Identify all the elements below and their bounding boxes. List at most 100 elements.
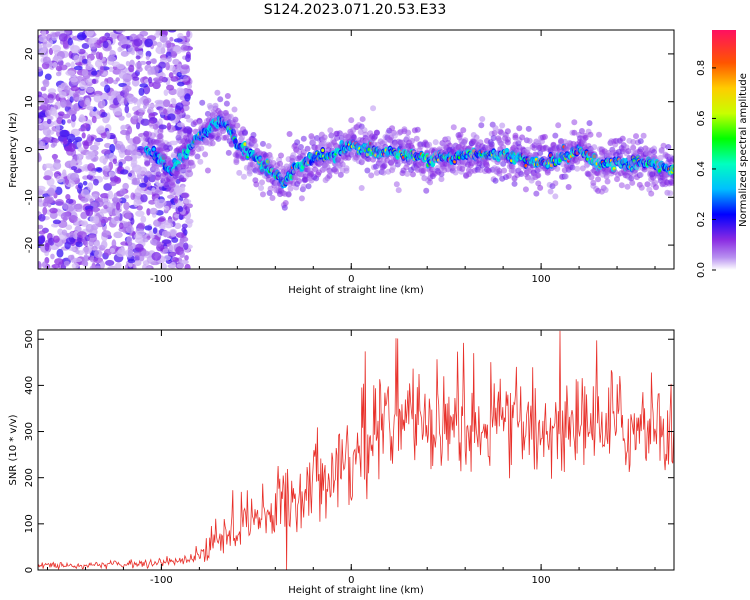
noise-speck bbox=[70, 114, 77, 122]
noise-speck bbox=[52, 61, 58, 68]
noise-speck bbox=[119, 188, 126, 196]
ridge-halo bbox=[194, 153, 201, 160]
ridge-core bbox=[243, 142, 247, 146]
ridge-halo bbox=[569, 164, 576, 171]
snr-x-label: Height of straight line (km) bbox=[288, 585, 424, 596]
noise-speck bbox=[168, 72, 174, 79]
noise-speck bbox=[150, 66, 155, 75]
x-tick-label: 100 bbox=[532, 274, 551, 285]
noise-speck bbox=[41, 30, 47, 37]
ridge-halo bbox=[185, 166, 192, 173]
ridge-halo bbox=[640, 132, 647, 139]
noise-speck bbox=[82, 246, 92, 255]
ridge-halo bbox=[370, 105, 377, 112]
noise-speck bbox=[136, 34, 144, 40]
noise-speck bbox=[113, 192, 118, 202]
ridge-halo bbox=[277, 160, 284, 167]
noise-speck bbox=[100, 132, 107, 139]
noise-speck bbox=[184, 254, 189, 261]
noise-speck bbox=[54, 31, 61, 37]
ridge-halo bbox=[334, 134, 341, 141]
ridge-halo bbox=[265, 143, 272, 150]
ridge-halo bbox=[574, 165, 581, 172]
noise-speck bbox=[53, 55, 63, 62]
ridge-core bbox=[152, 147, 156, 151]
noise-speck bbox=[108, 170, 116, 177]
noise-speck bbox=[62, 40, 69, 49]
colorbar-gradient bbox=[712, 30, 736, 270]
noise-speck bbox=[70, 158, 77, 167]
noise-speck bbox=[179, 259, 189, 265]
noise-speck bbox=[90, 223, 99, 231]
noise-speck bbox=[127, 258, 136, 264]
noise-speck bbox=[123, 222, 130, 228]
ridge-halo bbox=[368, 172, 375, 179]
noise-speck bbox=[81, 68, 89, 77]
ridge-halo bbox=[652, 184, 659, 191]
ridge-halo bbox=[423, 187, 430, 194]
noise-speck bbox=[175, 257, 180, 262]
noise-speck bbox=[127, 172, 133, 177]
ridge-halo bbox=[209, 140, 216, 147]
noise-speck bbox=[181, 223, 188, 229]
noise-speck bbox=[89, 265, 96, 269]
noise-speck bbox=[75, 241, 83, 248]
noise-speck bbox=[73, 104, 78, 111]
noise-speck bbox=[92, 206, 99, 213]
noise-speck bbox=[51, 44, 62, 52]
noise-speck bbox=[125, 249, 134, 258]
ridge-halo bbox=[300, 183, 307, 190]
noise-speck bbox=[122, 182, 129, 190]
noise-speck bbox=[40, 86, 47, 92]
ridge-halo bbox=[285, 191, 292, 198]
noise-speck bbox=[159, 34, 168, 43]
noise-speck bbox=[115, 77, 120, 82]
noise-speck bbox=[151, 187, 156, 193]
noise-speck bbox=[62, 138, 68, 145]
noise-speck bbox=[57, 85, 63, 93]
noise-speck bbox=[151, 251, 162, 261]
ridge-halo bbox=[269, 195, 276, 202]
ridge-halo bbox=[302, 176, 309, 183]
noise-speck bbox=[176, 71, 182, 78]
ridge-halo bbox=[300, 135, 307, 142]
noise-speck bbox=[117, 165, 123, 172]
noise-speck bbox=[88, 239, 94, 247]
y-tick-label: 10 bbox=[24, 95, 35, 108]
noise-speck bbox=[180, 192, 190, 199]
noise-speck bbox=[163, 108, 168, 115]
ridge-core bbox=[505, 149, 509, 154]
y-tick-label: 200 bbox=[24, 468, 35, 487]
noise-speck bbox=[65, 224, 73, 231]
noise-speck bbox=[115, 143, 122, 151]
ridge-core bbox=[233, 139, 238, 144]
ridge-halo bbox=[657, 154, 664, 161]
ridge-halo bbox=[591, 144, 598, 151]
noise-speck bbox=[69, 172, 80, 181]
ridge-halo bbox=[457, 131, 464, 138]
noise-speck bbox=[135, 122, 141, 130]
noise-speck bbox=[61, 119, 66, 126]
noise-speck bbox=[85, 155, 92, 160]
ridge-halo bbox=[596, 131, 603, 138]
ridge-halo bbox=[413, 135, 420, 142]
ridge-halo bbox=[624, 183, 631, 190]
ridge-halo bbox=[231, 106, 238, 113]
ridge-halo bbox=[552, 132, 559, 139]
noise-speck bbox=[137, 108, 146, 113]
snr-y-label: SNR (10 * v/v) bbox=[8, 414, 19, 485]
noise-speck bbox=[140, 250, 150, 257]
noise-speck bbox=[179, 239, 185, 248]
colorbar-tick-label: 0.8 bbox=[696, 60, 707, 76]
spectrogram-y-axis: -20 -10 0 10 20 bbox=[24, 48, 674, 253]
ridge-halo bbox=[660, 142, 667, 149]
noise-speck bbox=[62, 169, 67, 177]
ridge-halo bbox=[555, 122, 562, 129]
noise-speck bbox=[125, 225, 134, 234]
noise-speck bbox=[120, 124, 127, 130]
ridge-halo bbox=[587, 131, 594, 138]
noise-speck bbox=[152, 227, 158, 234]
ridge-halo bbox=[296, 177, 303, 184]
x-tick-label: 100 bbox=[532, 575, 551, 586]
noise-speck bbox=[84, 240, 89, 247]
